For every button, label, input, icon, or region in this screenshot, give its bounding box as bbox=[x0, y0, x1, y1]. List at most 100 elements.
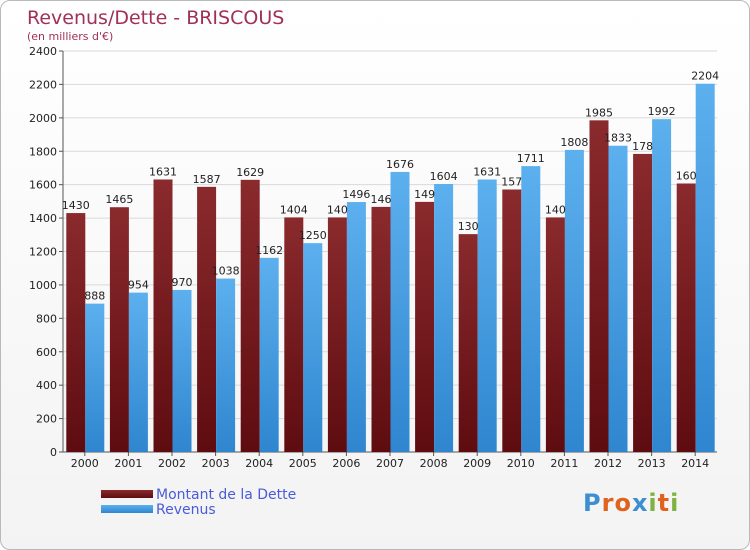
bar-dette bbox=[240, 179, 260, 453]
legend-swatch-dette bbox=[101, 490, 153, 498]
bar-dette bbox=[502, 189, 522, 452]
data-label-revenus: 1711 bbox=[517, 152, 545, 165]
bar-revenus bbox=[259, 257, 279, 452]
y-tick-label: 1600 bbox=[29, 179, 57, 192]
bar-dette bbox=[197, 186, 217, 452]
data-label-revenus: 1833 bbox=[604, 132, 632, 145]
x-tick-label: 2011 bbox=[550, 457, 578, 470]
y-tick-label: 2400 bbox=[29, 45, 57, 58]
x-tick-label: 2006 bbox=[332, 457, 360, 470]
bar-dette bbox=[371, 206, 391, 452]
y-tick-label: 400 bbox=[36, 379, 57, 392]
bar-dette bbox=[109, 207, 129, 452]
x-tick-label: 2008 bbox=[420, 457, 448, 470]
bar-revenus bbox=[303, 243, 323, 452]
legend-label-dette: Montant de la Dette bbox=[156, 487, 297, 503]
chart-title: Revenus/Dette - BRISCOUS bbox=[27, 7, 285, 29]
x-tick-label: 2000 bbox=[71, 457, 99, 470]
data-label-dette: 178 bbox=[632, 140, 653, 153]
bar-revenus bbox=[172, 289, 192, 452]
data-label-dette: 160 bbox=[676, 169, 697, 182]
x-tick-label: 2013 bbox=[638, 457, 666, 470]
data-label-dette: 157 bbox=[501, 176, 522, 189]
bar-revenus bbox=[85, 303, 105, 452]
data-label-revenus: 1250 bbox=[299, 229, 327, 242]
y-tick-label: 1200 bbox=[29, 246, 57, 259]
proxiti-logo: Proxiti bbox=[583, 489, 679, 517]
logo-letter: P bbox=[583, 489, 602, 517]
data-label-revenus: 1808 bbox=[560, 136, 588, 149]
bar-dette bbox=[545, 217, 565, 452]
bar-revenus bbox=[477, 179, 497, 453]
bar-dette bbox=[153, 179, 173, 453]
data-label-revenus: 1604 bbox=[430, 170, 458, 183]
y-tick-label: 2000 bbox=[29, 112, 57, 125]
logo-letter: o bbox=[614, 489, 632, 517]
x-tick-label: 2002 bbox=[158, 457, 186, 470]
data-labels: 1430 888 1465 954 1631 970 1587 1038 1629 1162 140… bbox=[62, 70, 719, 303]
y-tick-label: 600 bbox=[36, 346, 57, 359]
bar-dette bbox=[284, 217, 304, 452]
data-label-dette: 149 bbox=[414, 188, 435, 201]
bar-revenus bbox=[434, 183, 454, 452]
y-tick-label: 200 bbox=[36, 413, 57, 426]
logo-letter: r bbox=[601, 489, 615, 517]
axes: 0 200 400 600 800 1000 1200 1400 1600 1800 2000 220… bbox=[29, 45, 717, 470]
y-tick-label: 2200 bbox=[29, 78, 57, 91]
bars bbox=[66, 83, 715, 453]
data-label-dette: 1404 bbox=[280, 203, 308, 216]
data-label-revenus: 1992 bbox=[648, 105, 676, 118]
chart-subtitle: (en milliers d'€) bbox=[27, 30, 114, 43]
bar-revenus bbox=[521, 166, 541, 452]
x-tick-label: 2007 bbox=[376, 457, 404, 470]
bar-dette bbox=[415, 201, 435, 452]
bar-revenus bbox=[216, 278, 236, 452]
bar-revenus bbox=[608, 145, 628, 452]
data-label-revenus: 954 bbox=[128, 279, 149, 292]
bar-revenus bbox=[128, 292, 148, 452]
data-label-revenus: 1676 bbox=[386, 158, 414, 171]
data-label-dette: 130 bbox=[458, 220, 479, 233]
x-tick-label: 2009 bbox=[463, 457, 491, 470]
legend-label-revenus: Revenus bbox=[156, 502, 216, 518]
logo-letter: t bbox=[657, 489, 671, 517]
data-label-dette: 1465 bbox=[105, 193, 133, 206]
data-label-revenus: 888 bbox=[84, 290, 105, 303]
x-tick-label: 2005 bbox=[289, 457, 317, 470]
data-label-dette: 140 bbox=[327, 203, 348, 216]
x-tick-label: 2014 bbox=[681, 457, 709, 470]
data-label-revenus: 2204 bbox=[691, 70, 719, 83]
bar-dette bbox=[327, 217, 347, 452]
data-label-revenus: 1631 bbox=[473, 165, 501, 178]
bar-revenus bbox=[652, 119, 672, 453]
x-tick-label: 2001 bbox=[114, 457, 142, 470]
data-label-revenus: 970 bbox=[172, 276, 193, 289]
data-label-dette: 1430 bbox=[62, 199, 90, 212]
y-tick-label: 1400 bbox=[29, 212, 57, 225]
bar-dette bbox=[589, 120, 609, 452]
y-tick-label: 0 bbox=[50, 446, 57, 459]
bar-revenus bbox=[564, 149, 584, 452]
data-label-revenus: 1496 bbox=[342, 188, 370, 201]
logo-letter: x bbox=[631, 489, 649, 517]
legend-swatch-revenus bbox=[101, 505, 153, 513]
x-tick-label: 2012 bbox=[594, 457, 622, 470]
data-label-dette: 1985 bbox=[585, 106, 613, 119]
logo-letter: i bbox=[648, 489, 658, 517]
y-tick-label: 1800 bbox=[29, 145, 57, 158]
y-tick-label: 800 bbox=[36, 312, 57, 325]
bar-revenus bbox=[695, 83, 715, 452]
bar-dette bbox=[66, 213, 86, 452]
data-label-dette: 1631 bbox=[149, 165, 177, 178]
bar-revenus bbox=[346, 202, 366, 452]
data-label-revenus: 1162 bbox=[255, 244, 283, 257]
bar-revenus bbox=[390, 171, 410, 453]
data-label-dette: 146 bbox=[371, 193, 392, 206]
x-tick-label: 2010 bbox=[507, 457, 535, 470]
data-label-dette: 1629 bbox=[236, 166, 264, 179]
data-label-revenus: 1038 bbox=[212, 265, 240, 278]
bar-dette bbox=[676, 183, 696, 453]
data-label-dette: 140 bbox=[545, 203, 566, 216]
